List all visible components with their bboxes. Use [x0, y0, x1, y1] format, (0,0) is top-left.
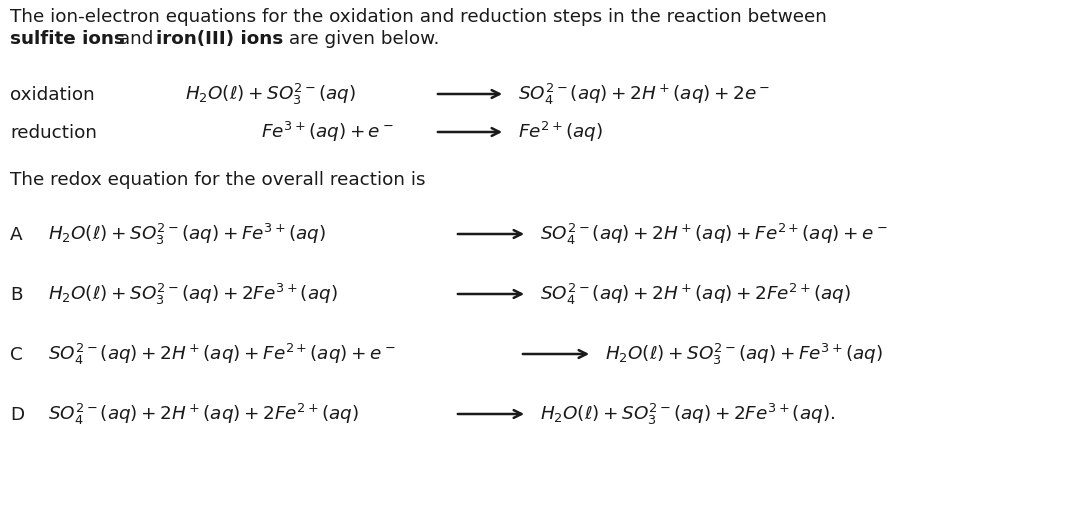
Text: $SO_4^{2-}(aq) + 2H^+(aq) + Fe^{2+}(aq) + e^-$: $SO_4^{2-}(aq) + 2H^+(aq) + Fe^{2+}(aq) … [540, 222, 888, 247]
Text: and: and [113, 30, 159, 48]
Text: The redox equation for the overall reaction is: The redox equation for the overall react… [10, 171, 426, 189]
Text: B: B [10, 286, 23, 304]
Text: iron(III) ions: iron(III) ions [156, 30, 283, 48]
Text: $H_2O(\ell) + SO_3^{2-}(aq) + 2Fe^{3+}(aq)$: $H_2O(\ell) + SO_3^{2-}(aq) + 2Fe^{3+}(a… [48, 282, 337, 307]
Text: $H_2O(\ell) + SO_3^{2-}(aq) + 2Fe^{3+}(aq).$: $H_2O(\ell) + SO_3^{2-}(aq) + 2Fe^{3+}(a… [540, 402, 835, 427]
Text: $SO_4^{2-}(aq) + 2H^+(aq) + 2Fe^{2+}(aq)$: $SO_4^{2-}(aq) + 2H^+(aq) + 2Fe^{2+}(aq)… [540, 282, 851, 307]
Text: $Fe^{3+}(aq) + e^-$: $Fe^{3+}(aq) + e^-$ [261, 120, 393, 144]
Text: sulfite ions: sulfite ions [10, 30, 125, 48]
Text: $SO_4^{2-}(aq) + 2H^+(aq) + 2e^-$: $SO_4^{2-}(aq) + 2H^+(aq) + 2e^-$ [518, 82, 771, 107]
Text: The ion-electron equations for the oxidation and reduction steps in the reaction: The ion-electron equations for the oxida… [10, 8, 827, 26]
Text: C: C [10, 346, 23, 364]
Text: $H_2O(\ell) + SO_3^{2-}(aq) + Fe^{3+}(aq)$: $H_2O(\ell) + SO_3^{2-}(aq) + Fe^{3+}(aq… [605, 342, 883, 367]
Text: $Fe^{2+}(aq)$: $Fe^{2+}(aq)$ [518, 120, 603, 144]
Text: A: A [10, 226, 23, 244]
Text: $H_2O(\ell) + SO_3^{2-}(aq)$: $H_2O(\ell) + SO_3^{2-}(aq)$ [185, 82, 356, 107]
Text: D: D [10, 406, 24, 424]
Text: reduction: reduction [10, 124, 96, 142]
Text: $SO_4^{2-}(aq) + 2H^+(aq) + 2Fe^{2+}(aq)$: $SO_4^{2-}(aq) + 2H^+(aq) + 2Fe^{2+}(aq)… [48, 402, 359, 427]
Text: $H_2O(\ell) + SO_3^{2-}(aq) + Fe^{3+}(aq)$: $H_2O(\ell) + SO_3^{2-}(aq) + Fe^{3+}(aq… [48, 222, 326, 247]
Text: oxidation: oxidation [10, 86, 94, 104]
Text: are given below.: are given below. [283, 30, 439, 48]
Text: $SO_4^{2-}(aq) + 2H^+(aq) + Fe^{2+}(aq) + e^-$: $SO_4^{2-}(aq) + 2H^+(aq) + Fe^{2+}(aq) … [48, 342, 396, 367]
